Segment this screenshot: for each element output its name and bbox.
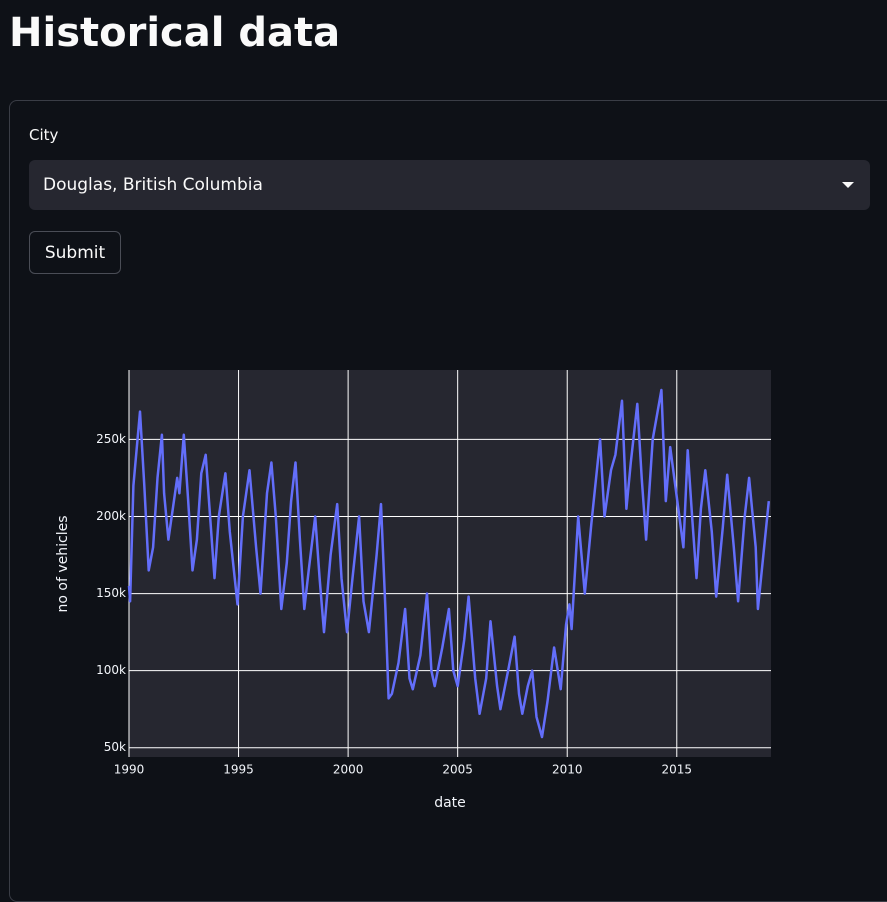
page-title: Historical data: [9, 10, 341, 56]
form-container: [9, 100, 887, 902]
dropdown-arrow: [842, 182, 854, 188]
page: Historical data City Douglas, British Co…: [9, 10, 887, 902]
city-label: City: [29, 126, 59, 144]
city-value: Douglas, British Columbia: [43, 175, 263, 195]
city-select[interactable]: Douglas, British Columbia: [29, 160, 870, 210]
submit-button[interactable]: Submit: [29, 231, 121, 274]
